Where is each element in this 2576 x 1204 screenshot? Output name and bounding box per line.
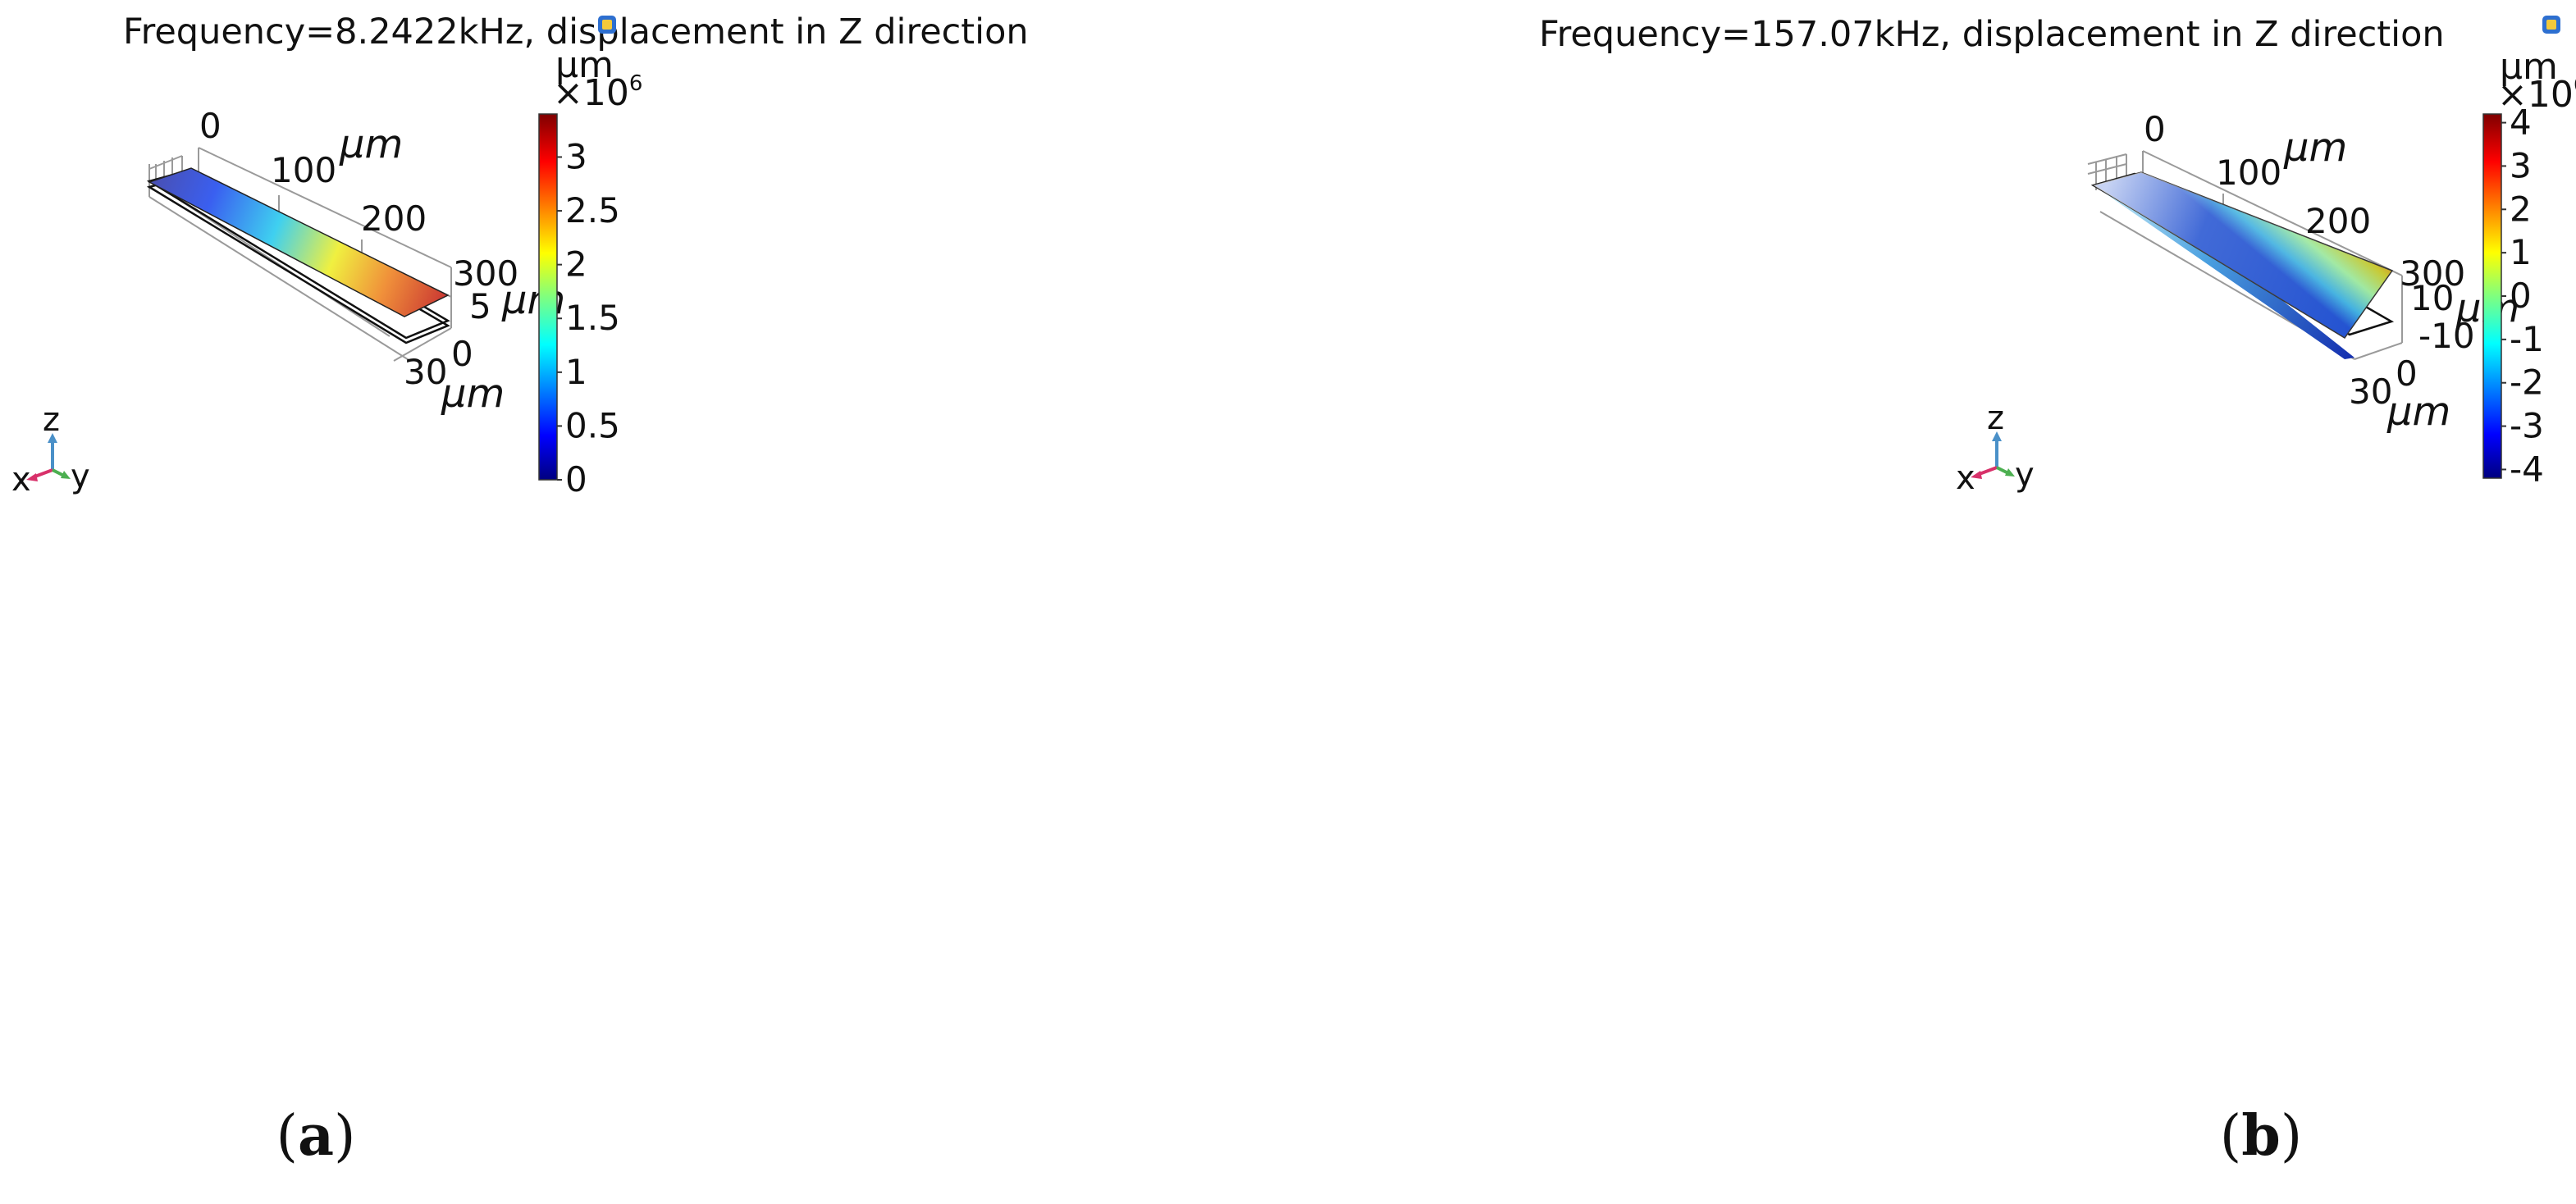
y-tick-30: 30 [2349,372,2392,412]
x-axis-unit: μm [2283,125,2347,171]
panel-a-plot: Frequency=8.2422kHz, displacement in Z d… [11,11,1029,499]
colorbar-unit: μm [2500,46,2558,88]
colorbar-tick-label: 2.5 [565,190,620,230]
plot-title: Frequency=8.2422kHz, displacement in Z d… [123,11,1029,52]
y-tick-0: 0 [2396,353,2418,394]
z-tick-minus10: -10 [2418,316,2475,356]
orientation-triad: z x y [1956,399,2035,497]
colorbar-tick-label: -2 [2510,363,2544,403]
x-tick-0: 0 [199,106,222,146]
z-tick-5: 5 [469,286,491,326]
x-axis-unit: μm [339,121,403,167]
x-tick-100: 100 [271,150,336,190]
colorbar-tick-label: -3 [2510,406,2544,446]
deformed-beam-surface [148,167,450,317]
x-tick-100: 100 [2216,153,2281,193]
panel-b: Frequency=157.07kHz, displacement in Z d… [1288,0,2576,1204]
x-tick-300: 300 [453,253,518,294]
panel-b-plot: Frequency=157.07kHz, displacement in Z d… [1539,14,2576,497]
colorbar-tick-label: 0.5 [565,405,620,445]
x-tick-0: 0 [2144,109,2166,149]
x-tick-200: 200 [361,198,427,239]
colorbar-tick-label: 1.5 [565,298,620,338]
colorbar-tick-label: 3 [2510,145,2532,185]
caption-b: (b) [2219,1103,2303,1169]
triad-x-label: x [11,461,31,499]
y-axis-unit: μm [2386,389,2450,435]
colorbar-multiplier: ×106 [2497,73,2576,116]
y-tick-0: 0 [451,334,473,374]
colorbar-multiplier: ×106 [553,71,642,114]
view-icon [2542,16,2560,34]
caption-a: (a) [276,1103,356,1169]
colorbar-tick-label: -4 [2510,449,2544,489]
z-tick-10: 10 [2410,278,2454,318]
x-tick-200: 200 [2305,201,2371,241]
y-axis-unit: μm [441,371,505,417]
colorbar-gradient [2482,113,2502,479]
colorbar-tick-label: 2 [2510,189,2532,229]
colorbar-tick-label: 2 [565,244,587,285]
colorbar-tick-label: -1 [2510,319,2544,359]
deformed-beam-underside [2094,185,2354,359]
colorbar-tick-label: 3 [565,136,587,176]
triad-x-label: x [1956,459,1975,497]
panel-a: Frequency=8.2422kHz, displacement in Z d… [11,11,1029,1169]
colorbar-tick-label: 1 [565,352,587,392]
triad-z-label: z [43,401,60,439]
y-tick-30: 30 [404,352,447,392]
x-tick-300: 300 [2400,253,2465,294]
triad-y-label: y [71,458,90,495]
colorbar-tick-label: 0 [2510,276,2532,316]
colorbar-unit: μm [555,44,614,86]
colorbar-tick-label: 1 [2510,232,2532,272]
colorbar-tick-label: 4 [2510,103,2532,143]
plot-title: Frequency=157.07kHz, displacement in Z d… [1539,14,2445,55]
orientation-triad: z x y [11,401,90,499]
view-icon [598,16,616,34]
triad-z-label: z [1987,399,2004,437]
deformed-beam-shading [2094,172,2392,338]
colorbar-ticks: 0 0.5 1 1.5 2 2.5 3 [557,136,620,499]
colorbar-gradient [538,113,558,481]
triad-y-label: y [2015,456,2035,494]
colorbar-tick-label: 0 [565,459,587,499]
